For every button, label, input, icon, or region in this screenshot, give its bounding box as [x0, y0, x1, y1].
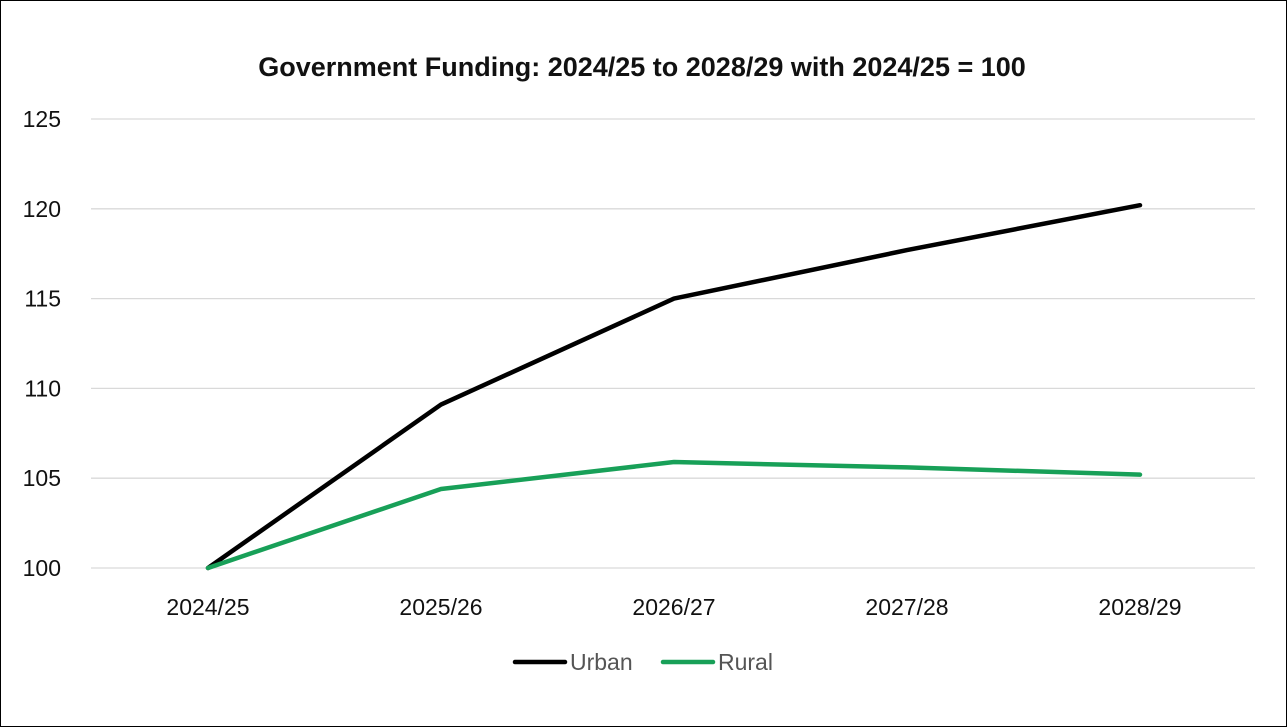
chart-title: Government Funding: 2024/25 to 2028/29 w… — [258, 52, 1026, 82]
legend-item-urban: Urban — [512, 649, 633, 675]
legend: Urban Rural — [512, 649, 773, 675]
y-tick-label-110: 110 — [24, 375, 61, 401]
y-axis-tick-labels: 100 105 110 115 120 125 — [23, 106, 61, 581]
series-line-rural — [205, 459, 1143, 571]
y-tick-label-125: 125 — [23, 106, 61, 132]
y-tick-label-100: 100 — [23, 555, 61, 581]
x-axis-tick-labels: 2024/25 2025/26 2026/27 2027/28 2028/29 — [166, 594, 1181, 620]
x-tick-label-2028-29: 2028/29 — [1098, 594, 1181, 620]
y-tick-label-105: 105 — [23, 465, 61, 491]
x-tick-label-2027-28: 2027/28 — [865, 594, 948, 620]
legend-label-urban: Urban — [570, 649, 633, 675]
x-tick-label-2024-25: 2024/25 — [166, 594, 249, 620]
series-lines — [205, 202, 1143, 571]
series-line-urban — [205, 202, 1143, 571]
gridlines — [91, 118, 1255, 569]
y-tick-label-115: 115 — [24, 286, 61, 312]
y-tick-label-120: 120 — [23, 196, 61, 222]
legend-item-rural: Rural — [660, 649, 773, 675]
legend-label-rural: Rural — [718, 649, 773, 675]
x-tick-label-2025-26: 2025/26 — [399, 594, 482, 620]
x-tick-label-2026-27: 2026/27 — [632, 594, 715, 620]
